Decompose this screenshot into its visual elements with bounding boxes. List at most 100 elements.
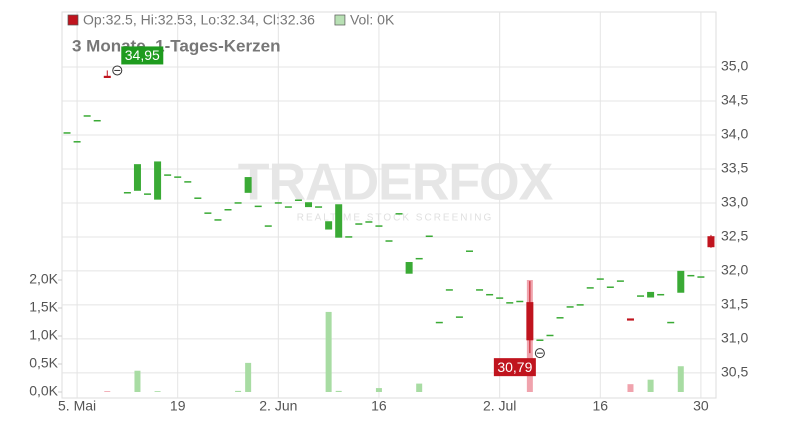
candle-body xyxy=(556,317,564,319)
candle-body xyxy=(133,164,141,191)
y-tick-label: 32,0 xyxy=(721,262,748,278)
x-tick-label: 2. Jun xyxy=(259,398,297,414)
y-tick-label: 34,0 xyxy=(721,126,748,142)
candle-body xyxy=(73,141,81,143)
watermark: TRADERFOX xyxy=(238,154,554,212)
volume-bar xyxy=(134,370,141,392)
candle-body xyxy=(234,202,242,204)
candle-body xyxy=(546,334,554,337)
candle-body xyxy=(345,236,353,238)
candle-body xyxy=(93,119,101,122)
candle-body xyxy=(526,302,534,341)
y-tick-label: 33,0 xyxy=(721,194,748,210)
candle-body xyxy=(657,293,665,296)
y-tick-label: 34,5 xyxy=(721,92,748,108)
candle-body xyxy=(154,161,162,200)
y-tick-label: 35,0 xyxy=(721,58,748,74)
candle-body xyxy=(164,174,172,176)
annotation-box xyxy=(121,46,164,65)
candle-body xyxy=(214,219,222,221)
y-tick-label: 31,0 xyxy=(721,330,748,346)
candle-body xyxy=(626,318,634,321)
annotation: 30,79 xyxy=(493,348,545,377)
x-tick-label: 5. Mai xyxy=(58,398,96,414)
candle-body xyxy=(687,274,695,277)
candle-body xyxy=(697,276,705,278)
candle-body xyxy=(274,202,282,204)
v-tick-label: 1,0K xyxy=(29,327,58,343)
x-tick-label: 19 xyxy=(170,398,186,414)
volume-bar xyxy=(416,383,423,392)
candle-body xyxy=(616,280,624,282)
candle-body xyxy=(707,236,715,248)
candle-body xyxy=(677,270,685,293)
legend-label: Vol: 0K xyxy=(350,12,395,28)
candle-body xyxy=(103,75,111,78)
candle-body xyxy=(405,262,413,274)
candle-body xyxy=(325,221,333,230)
subtitle: 3 Monate, 1-Tages-Kerzen xyxy=(72,36,280,55)
candle-body xyxy=(315,206,323,208)
y-tick-label: 30,5 xyxy=(721,364,748,380)
candle-body xyxy=(667,321,675,324)
candle-body xyxy=(174,176,182,178)
x-tick-label: 16 xyxy=(371,398,387,414)
candle-body xyxy=(284,206,292,208)
legend-swatch xyxy=(67,14,79,26)
candle-body xyxy=(395,213,403,215)
candle-body xyxy=(144,193,152,195)
candle-body xyxy=(63,132,71,134)
candle-body xyxy=(435,321,443,324)
candle-body xyxy=(476,289,484,291)
candle-body xyxy=(496,297,504,299)
v-tick-label: 0,0K xyxy=(29,383,58,399)
y-tick-label: 32,5 xyxy=(721,228,748,244)
watermark-sub: REALTIME STOCK SCREENING xyxy=(297,213,494,224)
candle-body xyxy=(536,339,544,341)
candle-body xyxy=(123,192,131,194)
candle-body xyxy=(355,223,363,225)
candle-body xyxy=(264,225,272,227)
candle-body xyxy=(385,240,393,242)
candle-body xyxy=(465,250,473,252)
y-tick-label: 31,5 xyxy=(721,296,748,312)
candle-body xyxy=(425,235,433,238)
candle-body xyxy=(647,291,655,298)
candle-body xyxy=(244,177,252,193)
volume-bar xyxy=(154,391,161,392)
annotation: 34,95 xyxy=(112,46,164,76)
volume-bar xyxy=(375,388,382,392)
x-tick-label: 16 xyxy=(593,398,609,414)
candle-body xyxy=(455,316,463,318)
y-tick-label: 33,5 xyxy=(721,160,748,176)
candle-body xyxy=(335,204,343,238)
volume-bar xyxy=(647,379,654,392)
candle-body xyxy=(516,300,524,303)
volume-bar xyxy=(335,390,342,392)
volume-bar xyxy=(104,391,111,392)
plot-frame xyxy=(61,11,717,399)
volume-bar xyxy=(627,384,634,392)
candle-body xyxy=(375,225,383,227)
volume-bar xyxy=(245,362,252,392)
x-tick-label: 30 xyxy=(693,398,709,414)
candle-body xyxy=(294,199,302,201)
candle-body xyxy=(637,295,645,297)
candle-body xyxy=(224,209,232,211)
volume-bar xyxy=(677,366,684,392)
v-tick-label: 2,0K xyxy=(29,271,58,287)
annotation-label: 30,79 xyxy=(497,359,532,375)
candle-body xyxy=(254,205,262,208)
candle-body xyxy=(586,287,594,289)
candle-body xyxy=(365,221,373,223)
legend-swatch xyxy=(334,14,346,26)
candle-body xyxy=(486,293,494,296)
legend-label: Op:32.5, Hi:32.53, Lo:32.34, Cl:32.36 xyxy=(83,12,315,28)
volume-bar xyxy=(325,311,332,392)
annotation-label: 34,95 xyxy=(125,47,160,63)
volume-bar xyxy=(235,390,242,392)
v-tick-label: 0,5K xyxy=(29,355,58,371)
candle-body xyxy=(415,257,423,260)
candle-body xyxy=(596,278,604,280)
